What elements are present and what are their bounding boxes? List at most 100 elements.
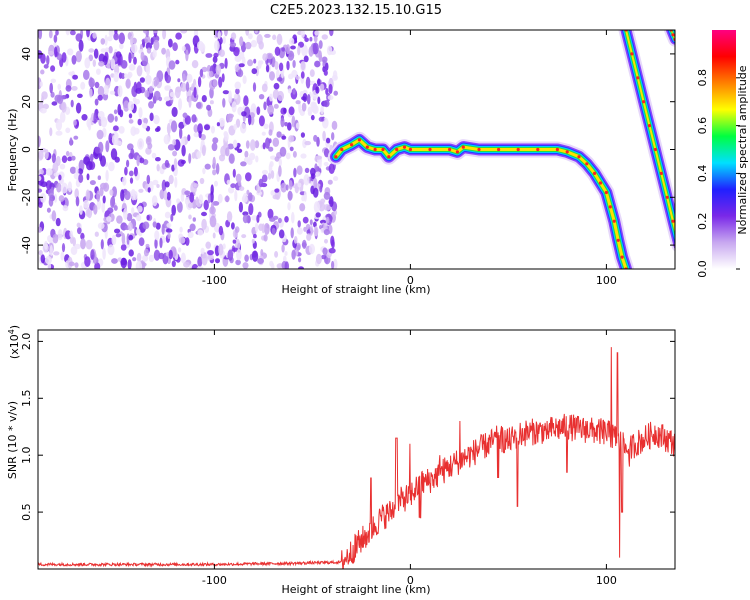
noise-blob <box>298 257 302 263</box>
main-track-peak <box>428 147 432 152</box>
noise-blob <box>232 139 238 148</box>
noise-blob <box>225 147 230 157</box>
noise-blob <box>300 71 305 79</box>
noise-blob <box>233 123 238 131</box>
noise-blob <box>146 47 152 54</box>
noise-blob <box>281 135 287 140</box>
snr-y-label: SNR (10 * v/v) <box>6 401 19 479</box>
noise-blob <box>156 126 161 132</box>
noise-blob <box>113 125 119 132</box>
noise-blob <box>290 227 294 239</box>
noise-blob <box>209 215 217 228</box>
noise-blob <box>274 188 280 193</box>
noise-blob <box>280 182 287 193</box>
noise-blob <box>139 77 145 83</box>
noise-blob <box>178 247 182 253</box>
noise-blob <box>290 45 296 50</box>
noise-blob <box>212 232 216 239</box>
noise-blob <box>231 222 235 230</box>
spectrogram-panel: -100 0 100 -40 -20 0 20 40 Height of straight … <box>6 29 680 296</box>
noise-blob <box>51 210 57 222</box>
noise-blob <box>69 230 73 238</box>
noise-blob <box>317 78 321 87</box>
noise-blob <box>60 182 68 194</box>
noise-blob <box>184 190 191 195</box>
noise-blob <box>319 185 323 193</box>
noise-blob <box>56 182 62 193</box>
noise-blob <box>135 260 143 269</box>
noise-blob <box>106 216 112 222</box>
noise-blob <box>67 181 73 193</box>
noise-blob <box>42 243 49 253</box>
noise-blob <box>261 83 268 93</box>
noise-blob <box>303 226 307 232</box>
noise-blob <box>319 219 327 224</box>
noise-blob <box>250 139 256 151</box>
noise-blob <box>164 85 169 91</box>
noise-blob <box>195 196 199 206</box>
noise-blob <box>291 211 295 224</box>
noise-blob <box>110 196 115 208</box>
noise-blob <box>208 70 214 78</box>
noise-blob <box>146 214 150 221</box>
noise-blob <box>210 201 214 213</box>
noise-blob <box>301 195 305 202</box>
x-tick-label: -100 <box>202 574 227 587</box>
noise-blob <box>209 100 214 105</box>
noise-blob <box>136 214 142 222</box>
noise-blob <box>288 106 295 116</box>
noise-blob <box>48 197 54 207</box>
noise-blob <box>38 250 43 256</box>
noise-blob <box>276 131 282 138</box>
noise-blob <box>80 238 86 250</box>
noise-blob <box>228 90 232 102</box>
steep-track-peak <box>677 244 680 247</box>
noise-blob <box>130 43 138 54</box>
noise-blob <box>180 159 186 165</box>
noise-blob <box>163 134 170 145</box>
snr-series <box>38 347 675 569</box>
noise-blob <box>107 244 115 256</box>
noise-blob <box>165 74 172 84</box>
noise-blob <box>68 71 74 76</box>
noise-blob <box>101 201 106 213</box>
noise-blob <box>178 98 183 111</box>
noise-blob <box>312 187 319 198</box>
noise-blob <box>201 218 207 230</box>
noise-blob <box>77 227 82 235</box>
main-track-peak <box>373 147 377 152</box>
noise-blob <box>318 201 326 212</box>
noise-blob <box>300 30 305 38</box>
noise-blob <box>71 86 78 91</box>
edge-track-peak <box>671 33 675 37</box>
noise-blob <box>329 30 334 37</box>
noise-blob <box>121 72 125 80</box>
noise-blob <box>201 211 207 217</box>
noise-blob <box>180 82 187 92</box>
noise-blob <box>105 169 109 182</box>
noise-blob <box>306 233 312 241</box>
noise-blob <box>169 91 175 98</box>
noise-blob <box>244 254 249 262</box>
noise-blob <box>228 186 235 194</box>
noise-blob <box>151 152 157 159</box>
noise-blob <box>313 226 319 237</box>
noise-blob <box>272 137 280 147</box>
noise-blob <box>302 93 308 102</box>
noise-blob <box>192 217 196 222</box>
noise-blob <box>107 36 113 42</box>
noise-blob <box>70 246 78 256</box>
noise-blob <box>308 243 315 255</box>
noise-blob <box>284 122 288 127</box>
noise-blob <box>168 38 173 48</box>
noise-blob <box>231 101 237 113</box>
noise-blob <box>96 129 104 140</box>
noise-blob <box>62 205 69 212</box>
noise-blob <box>80 81 86 90</box>
noise-blob <box>153 39 160 51</box>
noise-blob <box>175 32 182 40</box>
noise-blob <box>323 191 331 200</box>
noise-blob <box>96 190 101 202</box>
y-tick-label: 0 <box>20 146 33 153</box>
noise-blob <box>113 71 119 83</box>
